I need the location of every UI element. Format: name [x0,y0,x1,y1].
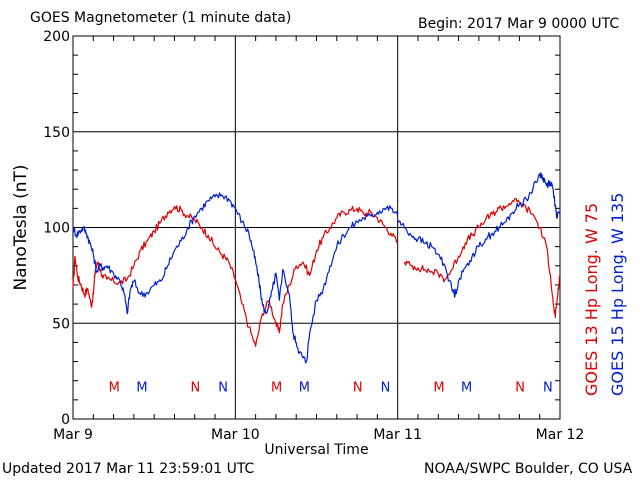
noon-marker: N [543,380,553,395]
midnight-marker: M [299,380,310,395]
updated-timestamp: Updated 2017 Mar 11 23:59:01 UTC [2,461,255,477]
y-tick-label: 50 [52,316,70,332]
goes15-series-line [72,192,399,364]
goes13-series-line [403,197,561,319]
x-tick-label: Mar 10 [211,427,260,443]
y-axis-label: NanoTesla (nT) [11,164,31,290]
midnight-marker: M [271,380,282,395]
credit-text: NOAA/SWPC Boulder, CO USA [424,461,633,477]
x-axis-label: Universal Time [264,442,368,458]
y-tick-label: 150 [43,125,70,141]
goes15-series-label: GOES 15 Hp Long. W 135 [608,192,627,396]
midnight-marker: M [461,380,472,395]
y-tick-label: 200 [43,29,70,45]
midnight-marker: M [433,380,444,395]
y-tick-label: 100 [43,221,70,237]
noon-marker: N [381,380,391,395]
noon-marker: N [515,380,525,395]
begin-timestamp: Begin: 2017 Mar 9 0000 UTC [418,16,620,32]
y-tick-label: 0 [61,412,70,428]
goes13-series-line [72,205,399,347]
x-tick-label: Mar 12 [536,427,585,443]
x-tick-label: Mar 9 [53,427,93,443]
noon-marker: N [218,380,228,395]
noon-marker: N [353,380,363,395]
goes15-series-line [397,172,561,298]
x-tick-label: Mar 11 [373,427,422,443]
chart-title: GOES Magnetometer (1 minute data) [30,10,292,26]
noon-marker: N [191,380,201,395]
midnight-marker: M [109,380,120,395]
midnight-marker: M [136,380,147,395]
goes13-series-label: GOES 13 Hp Long. W 75 [582,202,601,396]
